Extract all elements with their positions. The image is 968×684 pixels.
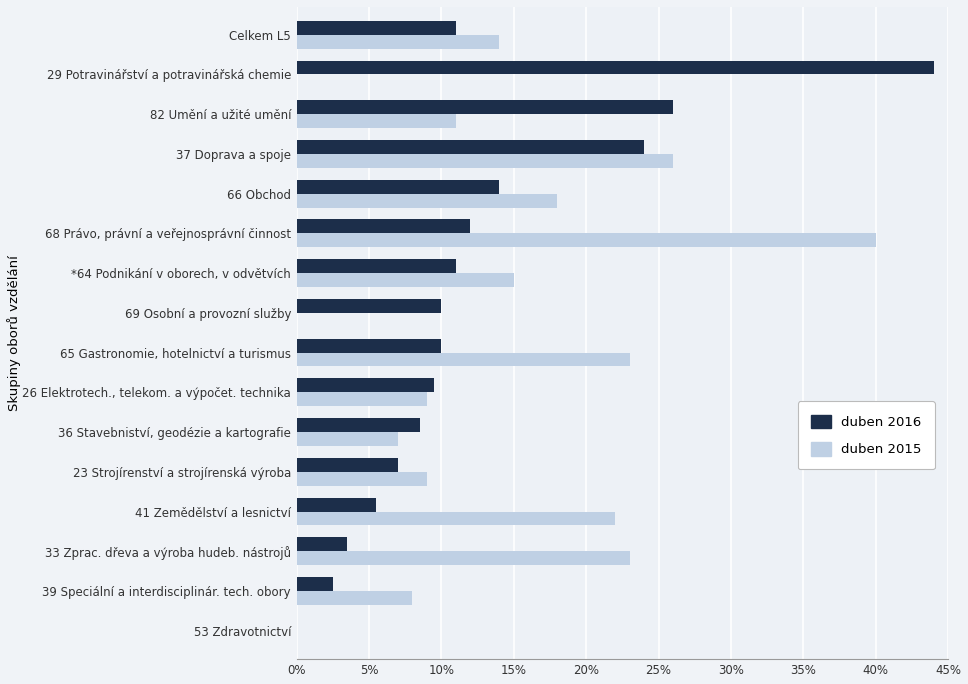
- Bar: [296, 512, 615, 525]
- Bar: [296, 140, 644, 154]
- Bar: [296, 259, 456, 273]
- Bar: [296, 21, 456, 35]
- Bar: [296, 114, 456, 128]
- Bar: [296, 432, 398, 446]
- Bar: [296, 220, 470, 233]
- Bar: [296, 299, 441, 313]
- Bar: [296, 538, 348, 551]
- Bar: [296, 194, 558, 207]
- Bar: [296, 35, 499, 49]
- Bar: [296, 418, 419, 432]
- Bar: [296, 273, 514, 287]
- Bar: [296, 393, 427, 406]
- Bar: [296, 352, 629, 367]
- Bar: [296, 551, 629, 565]
- Bar: [296, 378, 434, 393]
- Bar: [296, 339, 441, 352]
- Bar: [296, 577, 333, 591]
- Bar: [296, 233, 876, 248]
- Legend: duben 2016, duben 2015: duben 2016, duben 2015: [798, 402, 935, 469]
- Bar: [296, 101, 673, 114]
- Bar: [296, 61, 933, 75]
- Bar: [296, 180, 499, 194]
- Bar: [296, 472, 427, 486]
- Bar: [296, 154, 673, 168]
- Y-axis label: Skupiny oborů vzdělání: Skupiny oborů vzdělání: [7, 254, 21, 410]
- Bar: [296, 497, 377, 512]
- Bar: [296, 591, 412, 605]
- Bar: [296, 458, 398, 472]
